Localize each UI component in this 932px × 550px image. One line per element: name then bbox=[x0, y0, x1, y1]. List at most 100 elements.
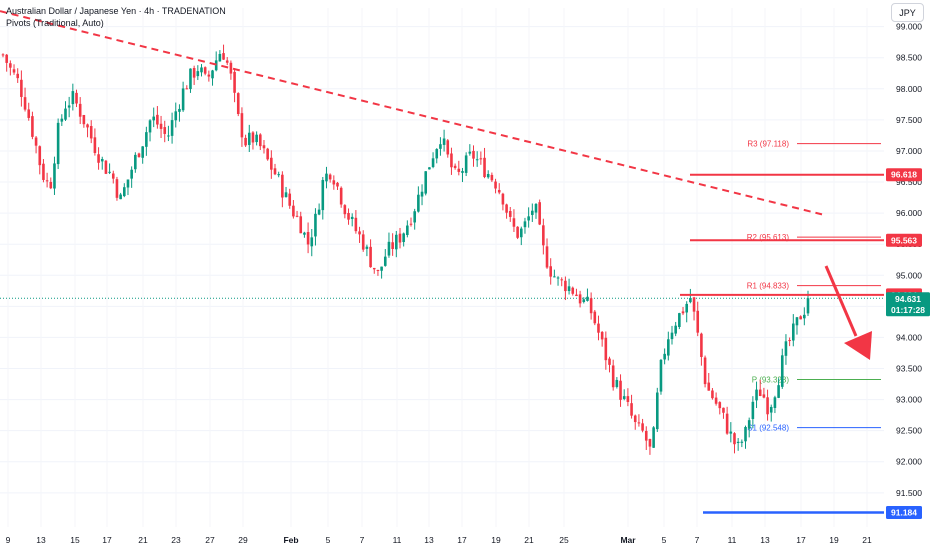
y-tick-label: 98.500 bbox=[896, 53, 922, 63]
candle-body bbox=[181, 88, 185, 111]
candle-body bbox=[200, 67, 203, 73]
candle-body bbox=[457, 168, 461, 172]
x-tick-label: 17 bbox=[457, 535, 467, 545]
x-tick-label: 17 bbox=[796, 535, 806, 545]
candle-body bbox=[560, 279, 564, 281]
candle-body bbox=[148, 120, 152, 133]
candle-body bbox=[667, 339, 670, 356]
x-tick-label: Mar bbox=[620, 535, 636, 545]
candle-body bbox=[725, 413, 729, 434]
candle-body bbox=[159, 123, 163, 129]
candle-body bbox=[769, 406, 773, 413]
candle-body bbox=[494, 181, 497, 189]
x-tick-label: 29 bbox=[238, 535, 248, 545]
pivot-label-r2: R2 (95.613) bbox=[747, 233, 790, 242]
candle-body bbox=[325, 173, 328, 182]
price-tag-text: 96.618 bbox=[891, 170, 917, 180]
candle-body bbox=[56, 122, 60, 165]
candle-body bbox=[648, 439, 652, 447]
y-tick-label: 91.500 bbox=[896, 488, 922, 498]
bearish-arrow-head[interactable] bbox=[844, 331, 872, 360]
candle-body bbox=[714, 397, 718, 404]
candle-body bbox=[464, 155, 468, 173]
candle-body bbox=[442, 138, 446, 145]
candle-body bbox=[707, 382, 711, 391]
y-tick-label: 96.500 bbox=[896, 177, 922, 187]
candle-body bbox=[222, 53, 225, 60]
candle-body bbox=[303, 232, 306, 235]
candle-body bbox=[306, 232, 310, 245]
candle-body bbox=[244, 137, 247, 146]
candle-body bbox=[277, 174, 280, 176]
candle-body bbox=[777, 385, 780, 398]
candle-body bbox=[321, 179, 325, 211]
candle-body bbox=[751, 401, 755, 419]
price-tag-text: 95.563 bbox=[891, 235, 917, 245]
candle-body bbox=[630, 403, 633, 416]
pivot-label-s1: S1 (92.548) bbox=[747, 424, 789, 433]
candle-body bbox=[428, 167, 431, 170]
x-tick-label: 17 bbox=[102, 535, 112, 545]
x-tick-label: 5 bbox=[326, 535, 331, 545]
candle-body bbox=[295, 215, 299, 217]
candle-body bbox=[733, 433, 736, 445]
candle-body bbox=[626, 396, 630, 402]
candle-body bbox=[689, 298, 692, 303]
candle-body bbox=[292, 205, 295, 217]
drawing-layer[interactable] bbox=[0, 10, 884, 514]
candle-body bbox=[722, 407, 725, 413]
candle-body bbox=[299, 216, 303, 234]
x-tick-label: 27 bbox=[205, 535, 215, 545]
candle-body bbox=[508, 211, 512, 217]
candle-body bbox=[806, 298, 810, 314]
candle-body bbox=[369, 246, 372, 268]
candle-body bbox=[53, 163, 56, 189]
symbol-title[interactable]: Australian Dollar / Japanese Yen · 4h · … bbox=[6, 6, 226, 16]
candle-body bbox=[619, 380, 622, 400]
candle-body bbox=[600, 331, 604, 340]
candle-body bbox=[317, 209, 321, 215]
candle-body bbox=[571, 287, 575, 294]
indicator-label[interactable]: Pivots (Traditional, Auto) bbox=[6, 18, 104, 28]
candle-body bbox=[174, 111, 178, 121]
candle-body bbox=[78, 103, 82, 117]
candle-body bbox=[123, 187, 126, 197]
candle-body bbox=[696, 310, 700, 333]
candle-body bbox=[170, 120, 174, 136]
bearish-arrow[interactable] bbox=[824, 265, 858, 337]
x-tick-label: 21 bbox=[138, 535, 148, 545]
candle-body bbox=[207, 74, 211, 77]
candle-body bbox=[12, 69, 16, 73]
x-tick-label: 15 bbox=[70, 535, 80, 545]
candle-body bbox=[236, 93, 240, 115]
candle-body bbox=[468, 151, 472, 154]
candle-body bbox=[729, 431, 733, 434]
candle-body bbox=[461, 171, 464, 173]
candle-body bbox=[67, 105, 71, 108]
candle-body bbox=[189, 68, 192, 90]
candle-body bbox=[86, 124, 89, 128]
candle-body bbox=[1, 54, 5, 56]
candle-body bbox=[512, 218, 516, 227]
candle-body bbox=[383, 256, 387, 266]
candle-body bbox=[409, 223, 413, 225]
candle-body bbox=[747, 420, 751, 429]
candle-body bbox=[549, 266, 552, 277]
candle-body bbox=[534, 203, 538, 213]
candle-body bbox=[247, 132, 251, 145]
trendline[interactable] bbox=[0, 10, 823, 216]
y-tick-label: 93.000 bbox=[896, 395, 922, 405]
candle-body bbox=[685, 303, 688, 313]
y-tick-label: 96.000 bbox=[896, 208, 922, 218]
candle-body bbox=[266, 148, 269, 160]
candle-body bbox=[218, 53, 222, 62]
currency-button[interactable]: JPY bbox=[891, 3, 924, 22]
candle-body bbox=[119, 194, 122, 200]
candle-body bbox=[663, 353, 666, 360]
candle-body bbox=[108, 171, 111, 173]
candle-body bbox=[115, 179, 119, 198]
candle-body bbox=[406, 225, 409, 235]
